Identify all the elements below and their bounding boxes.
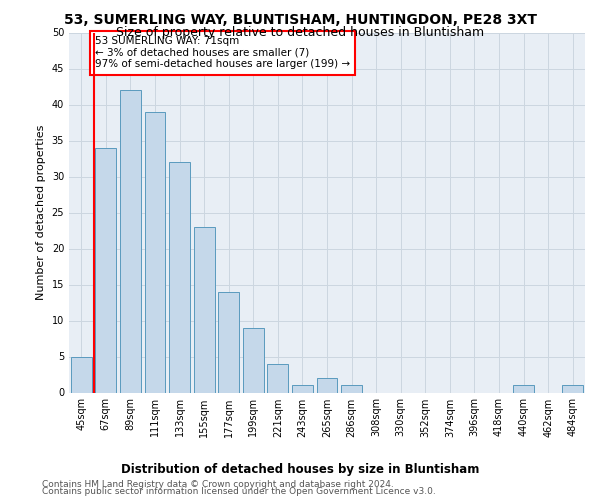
Bar (341, 386, 362, 392)
Bar (145, 112, 166, 392)
Bar (194, 227, 215, 392)
Bar (169, 162, 190, 392)
Bar (317, 378, 337, 392)
Bar (268, 364, 289, 392)
Y-axis label: Number of detached properties: Number of detached properties (36, 125, 46, 300)
Bar (218, 292, 239, 392)
Bar (243, 328, 264, 392)
Text: Distribution of detached houses by size in Bluntisham: Distribution of detached houses by size … (121, 462, 479, 475)
Text: 53 SUMERLING WAY: 71sqm
← 3% of detached houses are smaller (7)
97% of semi-deta: 53 SUMERLING WAY: 71sqm ← 3% of detached… (95, 36, 350, 70)
Bar (562, 386, 583, 392)
Bar (513, 386, 534, 392)
Bar (71, 356, 92, 392)
Text: 53, SUMERLING WAY, BLUNTISHAM, HUNTINGDON, PE28 3XT: 53, SUMERLING WAY, BLUNTISHAM, HUNTINGDO… (64, 12, 536, 26)
Text: Contains public sector information licensed under the Open Government Licence v3: Contains public sector information licen… (42, 488, 436, 496)
Text: Contains HM Land Registry data © Crown copyright and database right 2024.: Contains HM Land Registry data © Crown c… (42, 480, 394, 489)
Bar (120, 90, 141, 392)
Bar (95, 148, 116, 392)
Bar (292, 386, 313, 392)
Text: Size of property relative to detached houses in Bluntisham: Size of property relative to detached ho… (116, 26, 484, 39)
